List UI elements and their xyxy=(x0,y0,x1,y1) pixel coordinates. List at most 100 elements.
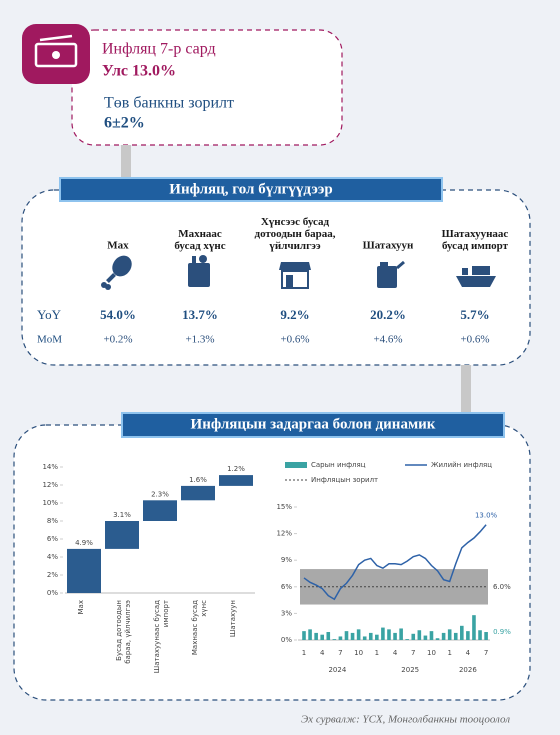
value-label: 3.1% xyxy=(113,511,131,519)
bar xyxy=(399,628,403,640)
bar xyxy=(143,500,177,521)
y-tick-label: 6% xyxy=(281,583,292,591)
group-mom: +4.6% xyxy=(373,334,402,346)
bar xyxy=(368,632,373,640)
x-group-label: 2025 xyxy=(401,666,419,674)
groups-title: Инфляц, гол бүлгүүдээр xyxy=(169,181,332,197)
y-tick-label: 2% xyxy=(47,571,58,579)
x-tick-label: Шатахуун xyxy=(229,600,237,637)
value-label: 1.6% xyxy=(189,476,207,484)
connector xyxy=(121,145,131,180)
x-tick-label: 7 xyxy=(411,649,415,657)
bar xyxy=(472,615,476,640)
value-label: 13.0% xyxy=(475,512,498,520)
group-name: Шатахуун xyxy=(363,240,414,252)
shop-icon xyxy=(279,262,311,289)
y-tick-label: 10% xyxy=(42,499,58,507)
bar xyxy=(381,627,385,640)
money-icon-bill xyxy=(34,34,78,68)
x-tick-label: 10 xyxy=(427,649,436,657)
group-yoy: 9.2% xyxy=(280,307,309,322)
groups-box xyxy=(21,189,531,366)
value-label: 0.9% xyxy=(493,628,511,636)
y-tick-label: 0% xyxy=(281,636,292,644)
fuel-icon xyxy=(377,260,405,288)
line xyxy=(303,524,487,601)
group-mom: +0.2% xyxy=(103,334,132,346)
header-title: Инфляц 7-р сард xyxy=(102,41,216,58)
bar xyxy=(411,633,416,640)
x-tick-label: 7 xyxy=(484,649,488,657)
bar xyxy=(350,632,355,640)
bar xyxy=(338,636,343,640)
bar xyxy=(314,632,318,640)
target-title: Төв банкны зорилт xyxy=(104,95,234,112)
bar xyxy=(453,632,458,640)
bar xyxy=(356,629,361,640)
x-group-label: 2026 xyxy=(459,666,477,674)
bar xyxy=(67,548,101,593)
group-mom: +0.6% xyxy=(460,334,489,346)
x-tick-label: Мах xyxy=(77,600,85,614)
group-name: Шатахуунаас бусад импорт xyxy=(442,228,509,252)
target-value: 6±2% xyxy=(104,115,145,132)
charts-title-bar xyxy=(121,412,505,438)
bar xyxy=(375,634,379,640)
x-tick-label: Шатахуунаас бусадимпорт xyxy=(153,600,170,673)
bar xyxy=(326,632,331,640)
source: Эх сурвалж: ҮСХ, Монголбанкны тооцоолол xyxy=(301,714,510,726)
y-tick-label: 15% xyxy=(276,503,292,511)
group-yoy: 54.0% xyxy=(100,307,136,322)
bar xyxy=(441,632,446,640)
x-tick-label: 10 xyxy=(354,649,363,657)
bar xyxy=(344,631,349,640)
y-tick-label: 4% xyxy=(47,553,58,561)
bar xyxy=(478,630,482,640)
bar xyxy=(219,475,253,486)
x-tick-label: 1 xyxy=(375,649,379,657)
bar xyxy=(405,639,409,640)
group-mom: +0.6% xyxy=(280,334,309,346)
bar xyxy=(447,629,452,640)
group-yoy: 20.2% xyxy=(370,307,406,322)
legend-label: Сарын инфляц xyxy=(311,461,366,469)
bar xyxy=(332,639,337,640)
y-tick-label: 8% xyxy=(47,517,58,525)
x-tick-label: 4 xyxy=(320,649,325,657)
target-label: 6.0% xyxy=(493,583,511,591)
group-icons xyxy=(101,255,496,290)
bar xyxy=(105,521,139,549)
legend-label: Инфляцын зорилт xyxy=(311,476,378,484)
y-tick-label: 6% xyxy=(47,535,58,543)
x-tick-label: 1 xyxy=(447,649,451,657)
legend-label: Жилийн инфляц xyxy=(431,461,492,469)
x-tick-label: 4 xyxy=(466,649,471,657)
grocery-icon xyxy=(188,255,210,287)
bar xyxy=(429,631,434,640)
y-tick-label: 9% xyxy=(281,556,292,564)
header-value: Улс 13.0% xyxy=(102,63,176,80)
value-label: 1.2% xyxy=(227,465,245,473)
groups-title-bar xyxy=(59,177,443,202)
y-tick-label: 12% xyxy=(276,530,292,538)
dynamic-content: Мах 54.0% +0.2% Махнаас бусад хүнс 13.7% +1.3%… xyxy=(42,216,511,674)
group-name: Мах xyxy=(107,240,129,252)
bar xyxy=(393,632,397,640)
bar xyxy=(435,638,440,640)
y-tick-label: 0% xyxy=(47,589,58,597)
bar xyxy=(387,629,391,640)
x-tick-label: 1 xyxy=(302,649,306,657)
charts-title: Инфляцын задаргаа болон динамик xyxy=(191,416,436,432)
connector xyxy=(461,365,471,412)
bar xyxy=(181,485,215,501)
x-tick-label: 7 xyxy=(338,649,342,657)
meat-icon xyxy=(101,255,132,290)
bar xyxy=(308,629,312,640)
bar xyxy=(320,634,325,640)
group-name: Хүнсээс бусад дотоодын бараа, үйлчилгээ xyxy=(255,216,336,252)
bar xyxy=(484,632,488,640)
header-box xyxy=(71,29,343,146)
group-yoy: 5.7% xyxy=(460,307,489,322)
legend-swatch xyxy=(285,462,307,468)
